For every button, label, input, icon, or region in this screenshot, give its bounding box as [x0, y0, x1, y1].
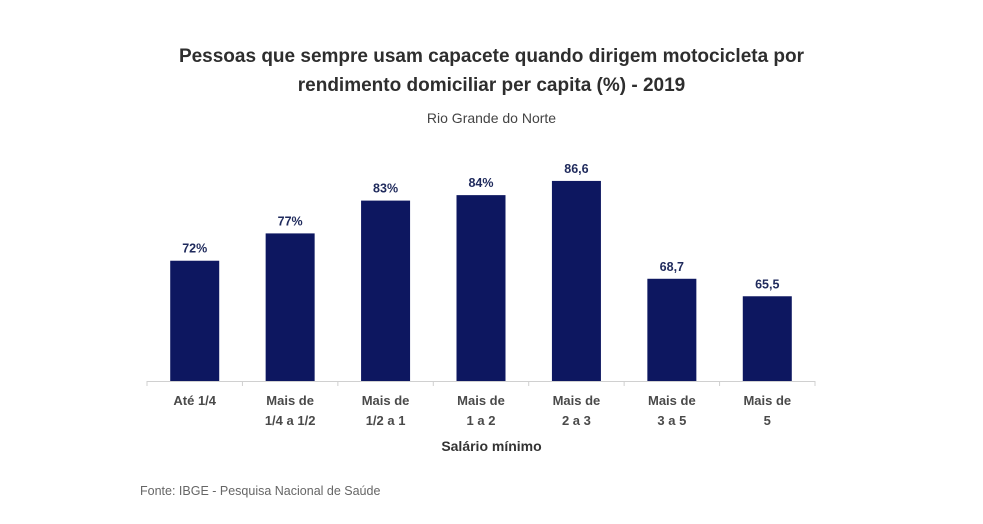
bar [265, 233, 315, 381]
x-tick-label: Mais de [553, 393, 601, 408]
x-tick-label: 1/2 a 1 [366, 413, 406, 428]
bar [551, 180, 601, 381]
bar [456, 195, 506, 381]
x-tick-label: 1 a 2 [467, 413, 496, 428]
x-axis: Até 1/4 Mais de 1/4 a 1/2 Mais de 1/2 a 1 Mai… [146, 381, 816, 428]
x-tick-label: Mais de [648, 393, 696, 408]
chart-title-line-1: Pessoas que sempre usam capacete quando … [178, 46, 805, 67]
bar-data-label: 84% [468, 176, 493, 190]
x-axis-title: Salário mínimo [441, 438, 542, 454]
source-note: Fonte: IBGE - Pesquisa Nacional de Saúde [140, 484, 381, 498]
bar [647, 278, 697, 381]
bar-data-label: 86,6 [564, 162, 588, 176]
chart-title: Pessoas que sempre usam capacete quando … [0, 42, 983, 100]
bars-group: 72% 77% 83% 84% 86,6 68,7 65,5 [170, 162, 792, 381]
chart-subtitle: Rio Grande do Norte [426, 110, 557, 126]
bar [170, 260, 220, 381]
x-tick-label: Mais de [457, 393, 505, 408]
bar [361, 200, 411, 381]
bar-data-label: 83% [373, 182, 398, 196]
bar-data-label: 65,5 [755, 277, 779, 291]
bar-data-label: 68,7 [660, 260, 684, 274]
bar-data-label: 77% [278, 214, 303, 228]
chart-title-line-2: rendimento domiciliar per capita (%) - 2… [297, 75, 686, 96]
x-tick-label: 2 a 3 [562, 413, 591, 428]
x-tick-label: Até 1/4 [173, 393, 216, 408]
bar-data-label: 72% [182, 242, 207, 256]
x-tick-label: Mais de [743, 393, 791, 408]
x-tick-label: 3 a 5 [657, 413, 686, 428]
x-tick-label: 5 [764, 413, 771, 428]
x-tick-label: Mais de [362, 393, 410, 408]
bar [742, 296, 792, 381]
x-tick-label: 1/4 a 1/2 [265, 413, 316, 428]
x-tick-label: Mais de [266, 393, 314, 408]
